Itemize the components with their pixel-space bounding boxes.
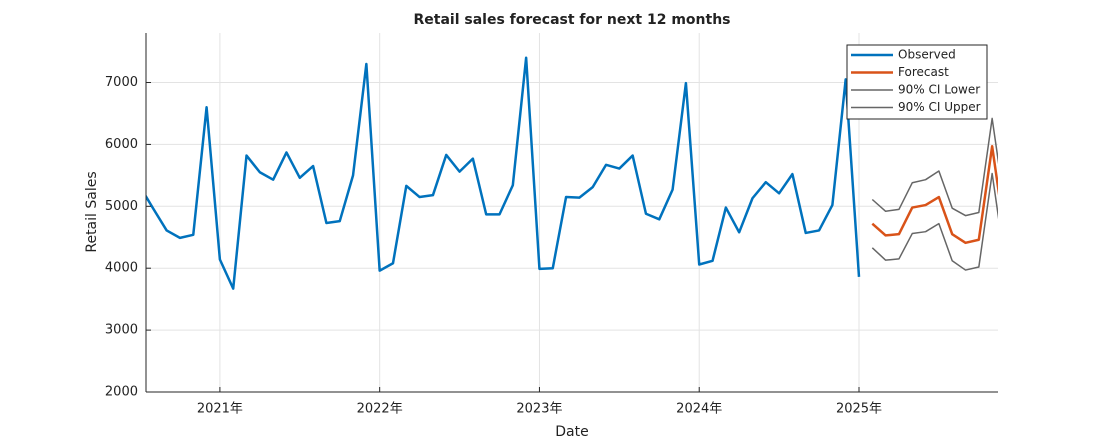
y-tick-label: 4000: [105, 261, 138, 276]
x-tick-label: 2023年: [516, 402, 562, 417]
x-tick-label: 2022年: [357, 402, 403, 417]
series-line: [871, 172, 998, 271]
y-tick-label: 6000: [105, 137, 138, 152]
series-line: [871, 145, 998, 245]
legend-label: Observed: [898, 48, 956, 62]
y-tick-label: 7000: [105, 75, 138, 90]
y-axis-label: Retail Sales: [84, 171, 100, 252]
y-tick-label: 2000: [105, 385, 138, 400]
x-tick-label: 2024年: [676, 402, 722, 417]
legend: Observed Forecast 90% CI Lower 90% CI Upper: [846, 44, 988, 120]
legend-label: 90% CI Lower: [898, 83, 980, 97]
legend-label: Forecast: [898, 65, 949, 79]
legend-box: [846, 44, 988, 120]
x-tick-label: 2025年: [836, 402, 882, 417]
series-line: [146, 56, 861, 290]
x-tick-label: 2021年: [197, 402, 243, 417]
y-tick-label: 5000: [105, 199, 138, 214]
chart-title: Retail sales forecast for next 12 months: [414, 12, 731, 28]
legend-label: 90% CI Upper: [898, 100, 981, 114]
x-axis-label: Date: [555, 424, 588, 440]
series-line: [871, 117, 998, 217]
plot-area: [146, 56, 998, 290]
axes: 2000 3000 4000 5000 6000 7000 2021年 2022年 2023年 2…: [105, 33, 998, 417]
y-tick-label: 3000: [105, 323, 138, 338]
